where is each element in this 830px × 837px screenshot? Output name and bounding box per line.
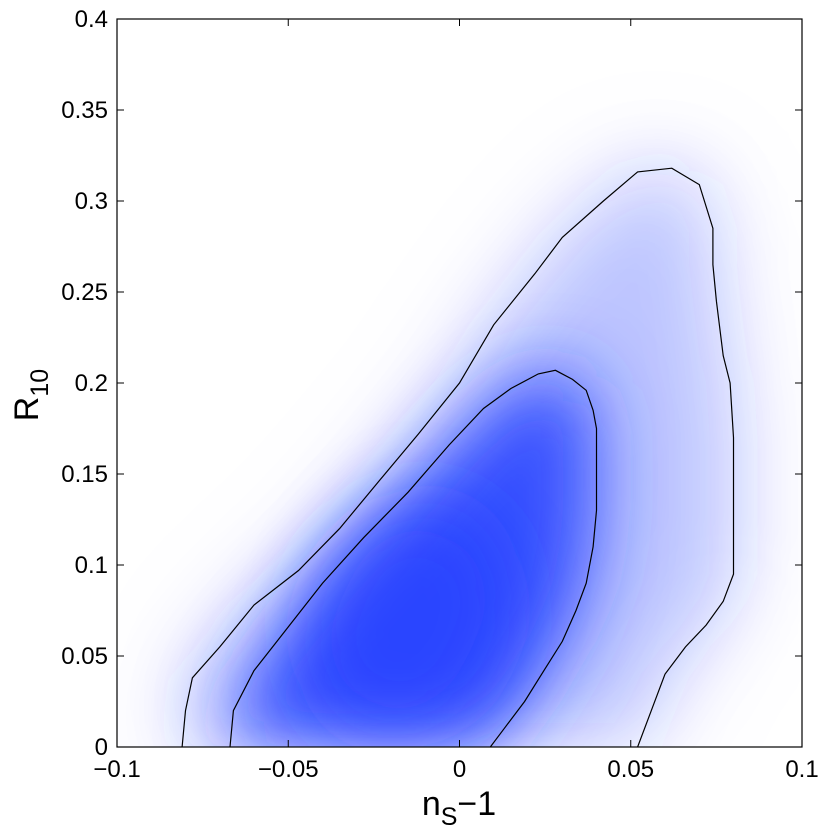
y-axis-label: R10	[8, 369, 54, 421]
y-tick-label: 0.4	[75, 6, 108, 33]
tick-layer: −0.1 −0.05 0 0.05 0.1 0 0.05 0.1 0.15 0.2 0.25 0.3 0…	[61, 6, 818, 783]
y-tick-label: 0.2	[75, 370, 108, 397]
y-tick-label: 0.1	[75, 552, 108, 579]
density-peak	[308, 503, 509, 736]
x-tick-label: −0.1	[93, 756, 140, 783]
contour-outer	[181, 167, 735, 747]
x-axis-label: nS−1	[422, 785, 496, 831]
y-tick-label: 0.05	[61, 643, 108, 670]
x-tick-label: 0	[453, 756, 466, 783]
y-tick-label: 0	[95, 734, 108, 761]
contour-inner	[229, 369, 598, 747]
y-tick-label: 0.15	[61, 461, 108, 488]
y-tick-label: 0.35	[61, 97, 108, 124]
y-tick-label: 0.3	[75, 188, 108, 215]
x-tick-label: 0.05	[607, 756, 654, 783]
contour-layer	[181, 167, 735, 747]
x-tick-label: −0.05	[258, 756, 319, 783]
y-tick-label: 0.25	[61, 279, 108, 306]
x-tick-label: 0.1	[785, 756, 818, 783]
density-layer	[182, 168, 734, 747]
